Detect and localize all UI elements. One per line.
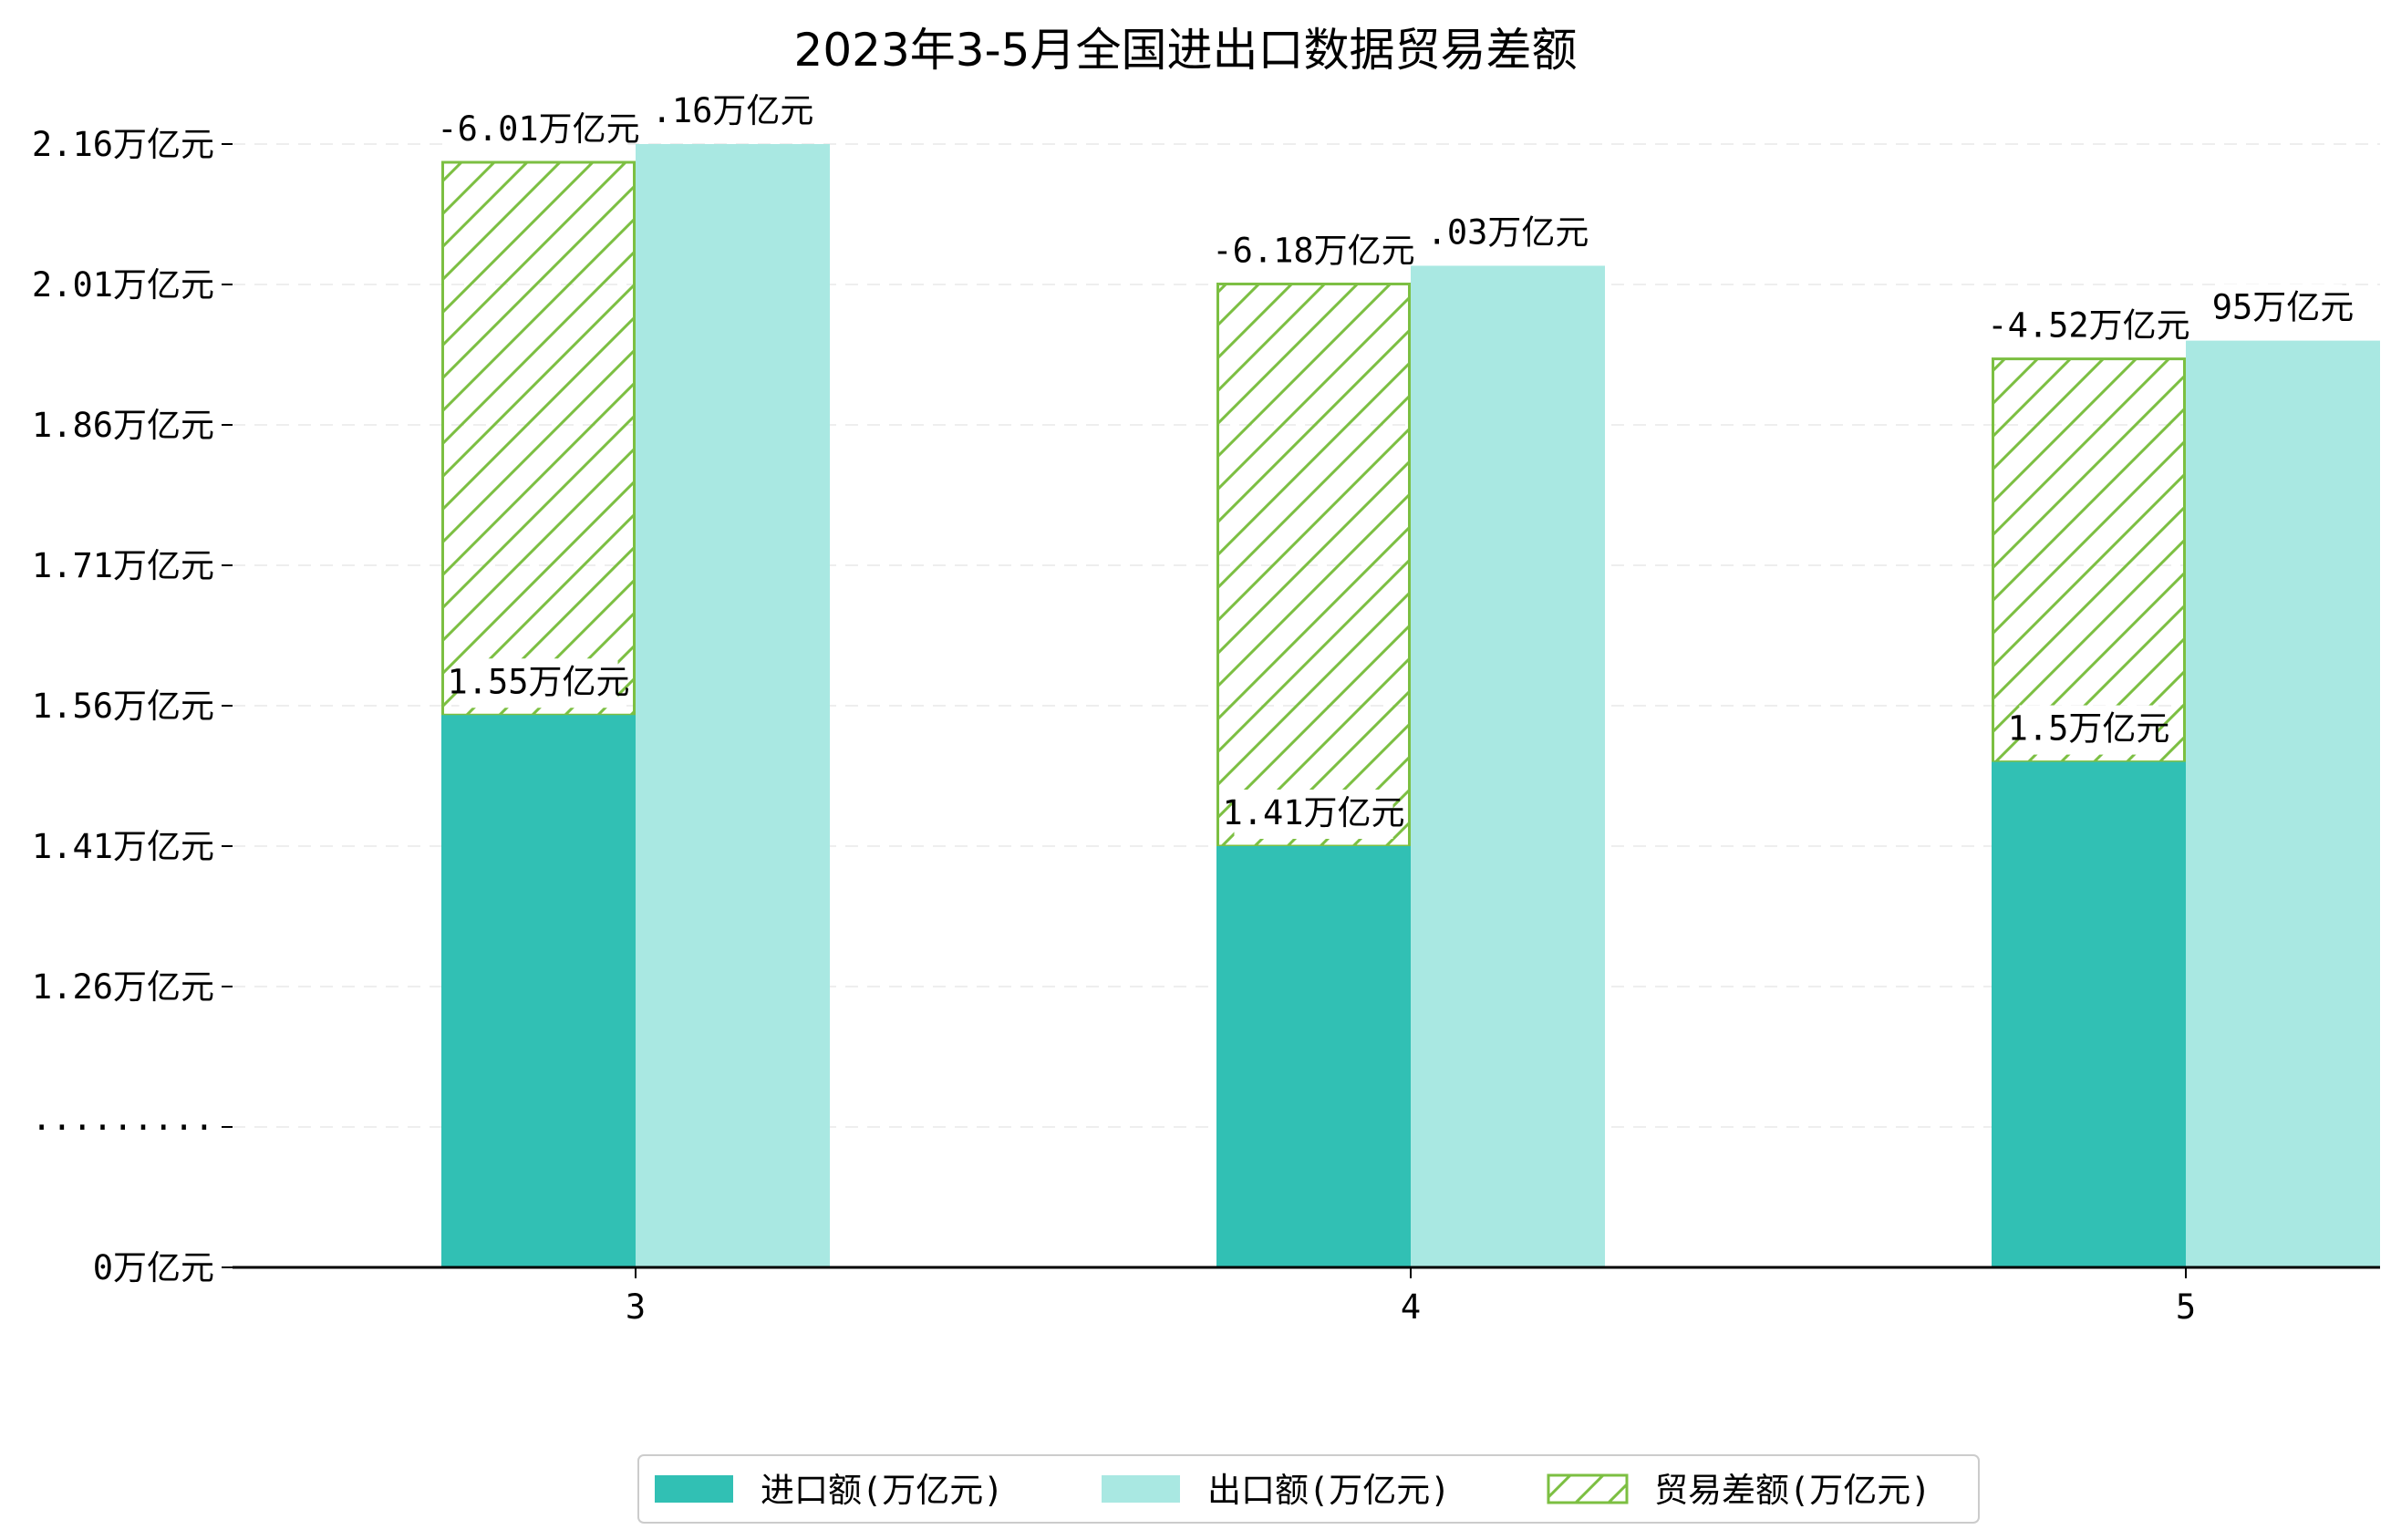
y-tick-label: 1.56万亿元 bbox=[32, 687, 214, 726]
y-tick-label: 1.86万亿元 bbox=[32, 406, 214, 445]
y-tick-label: 2.01万亿元 bbox=[32, 265, 214, 305]
label-import-box bbox=[2019, 705, 2158, 755]
label-export: .16万亿元 bbox=[652, 88, 814, 137]
label-import-text: 1.55万亿元 bbox=[447, 662, 629, 701]
label-import-text: 1.5万亿元 bbox=[2008, 709, 2170, 749]
legend-swatch-export bbox=[1102, 1475, 1180, 1503]
label-import: 1.55万亿元 bbox=[447, 658, 630, 708]
y-tick-label: ········· bbox=[32, 1108, 214, 1147]
label-export-box bbox=[663, 88, 802, 137]
label-balance-text: -4.52万亿元 bbox=[1987, 306, 2189, 346]
label-export-text: .16万亿元 bbox=[652, 91, 814, 130]
label-import-box bbox=[459, 658, 618, 708]
x-tick-label: 5 bbox=[2176, 1287, 2196, 1327]
y-tick-label: 1.26万亿元 bbox=[32, 967, 214, 1007]
bars-layer bbox=[441, 144, 2380, 1268]
label-import: 1.41万亿元 bbox=[1222, 790, 1405, 839]
label-import-text: 1.41万亿元 bbox=[1222, 793, 1404, 832]
bar-balance bbox=[1992, 357, 2186, 764]
label-import-box bbox=[1234, 790, 1393, 839]
label-export-box bbox=[1438, 209, 1578, 259]
bar-import bbox=[441, 715, 636, 1267]
label-balance-box bbox=[1224, 227, 1403, 277]
label-balance: -6.01万亿元 bbox=[437, 106, 640, 155]
bar-export bbox=[1411, 265, 1605, 1267]
legend-label-export: 出口额(万亿元) bbox=[1207, 1471, 1451, 1510]
y-tick-label: 1.41万亿元 bbox=[32, 827, 214, 866]
bar-balance bbox=[441, 160, 636, 717]
bar-export bbox=[636, 144, 830, 1267]
legend-label-balance: 贸易差额(万亿元) bbox=[1654, 1471, 1931, 1510]
label-balance-text: -6.18万亿元 bbox=[1212, 231, 1414, 270]
label-export-text: .03万亿元 bbox=[1427, 212, 1589, 252]
chart-title: 2023年3-5月全国进出口数据贸易差额 bbox=[794, 24, 1578, 77]
bar-balance bbox=[1216, 282, 1411, 848]
label-balance-box bbox=[449, 106, 628, 155]
y-tick-label: 0万亿元 bbox=[93, 1248, 214, 1287]
label-import: 1.5万亿元 bbox=[2008, 705, 2170, 755]
label-balance-text: -6.01万亿元 bbox=[437, 109, 639, 149]
bar-import bbox=[1992, 761, 2186, 1267]
legend: 进口额(万亿元) 出口额(万亿元) 贸易差额(万亿元) bbox=[637, 1454, 1980, 1524]
legend-swatch-import bbox=[655, 1475, 733, 1503]
bar-export bbox=[2186, 340, 2380, 1268]
label-balance: -4.52万亿元 bbox=[1987, 302, 2190, 352]
y-tick-label: 2.16万亿元 bbox=[32, 125, 214, 164]
bar-import bbox=[1216, 846, 1411, 1267]
legend-label-import: 进口额(万亿元) bbox=[761, 1471, 1004, 1510]
label-balance: -6.18万亿元 bbox=[1212, 227, 1415, 277]
label-export: 95万亿元 bbox=[2212, 284, 2355, 334]
y-tick-label: 1.71万亿元 bbox=[32, 546, 214, 585]
label-export-box bbox=[2223, 284, 2343, 334]
x-tick-label: 3 bbox=[626, 1287, 646, 1327]
data-labels-layer: 1.55万亿元 .16万亿元 -6.01万亿元 1.41万亿元 .03万亿元 -6.18万… bbox=[437, 88, 2354, 839]
legend-frame bbox=[637, 1454, 1980, 1524]
x-tick-label: 4 bbox=[1401, 1287, 1421, 1327]
axes-layer: 0万亿元 ········· 1.26万亿元 1.41万亿元 1.56万亿元 1.71万亿… bbox=[32, 125, 2380, 1327]
label-export: .03万亿元 bbox=[1427, 209, 1589, 259]
label-export-text: 95万亿元 bbox=[2212, 288, 2355, 327]
legend-swatch-balance bbox=[1547, 1473, 1629, 1504]
label-balance-box bbox=[1999, 302, 2179, 352]
